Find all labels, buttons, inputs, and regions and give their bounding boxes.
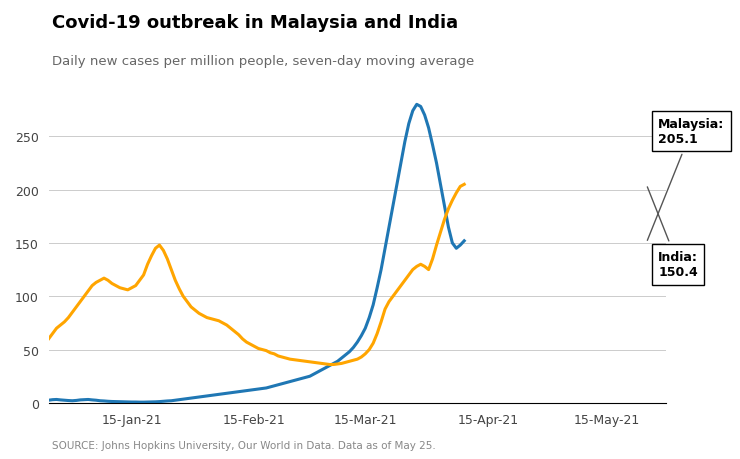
Text: Covid-19 outbreak in Malaysia and India: Covid-19 outbreak in Malaysia and India — [52, 14, 458, 32]
Text: India:
150.4: India: 150.4 — [648, 187, 698, 279]
Text: Daily new cases per million people, seven-day moving average: Daily new cases per million people, seve… — [52, 55, 474, 68]
Text: SOURCE: Johns Hopkins University, Our World in Data. Data as of May 25.: SOURCE: Johns Hopkins University, Our Wo… — [52, 440, 436, 450]
Text: Malaysia:
205.1: Malaysia: 205.1 — [648, 118, 724, 241]
